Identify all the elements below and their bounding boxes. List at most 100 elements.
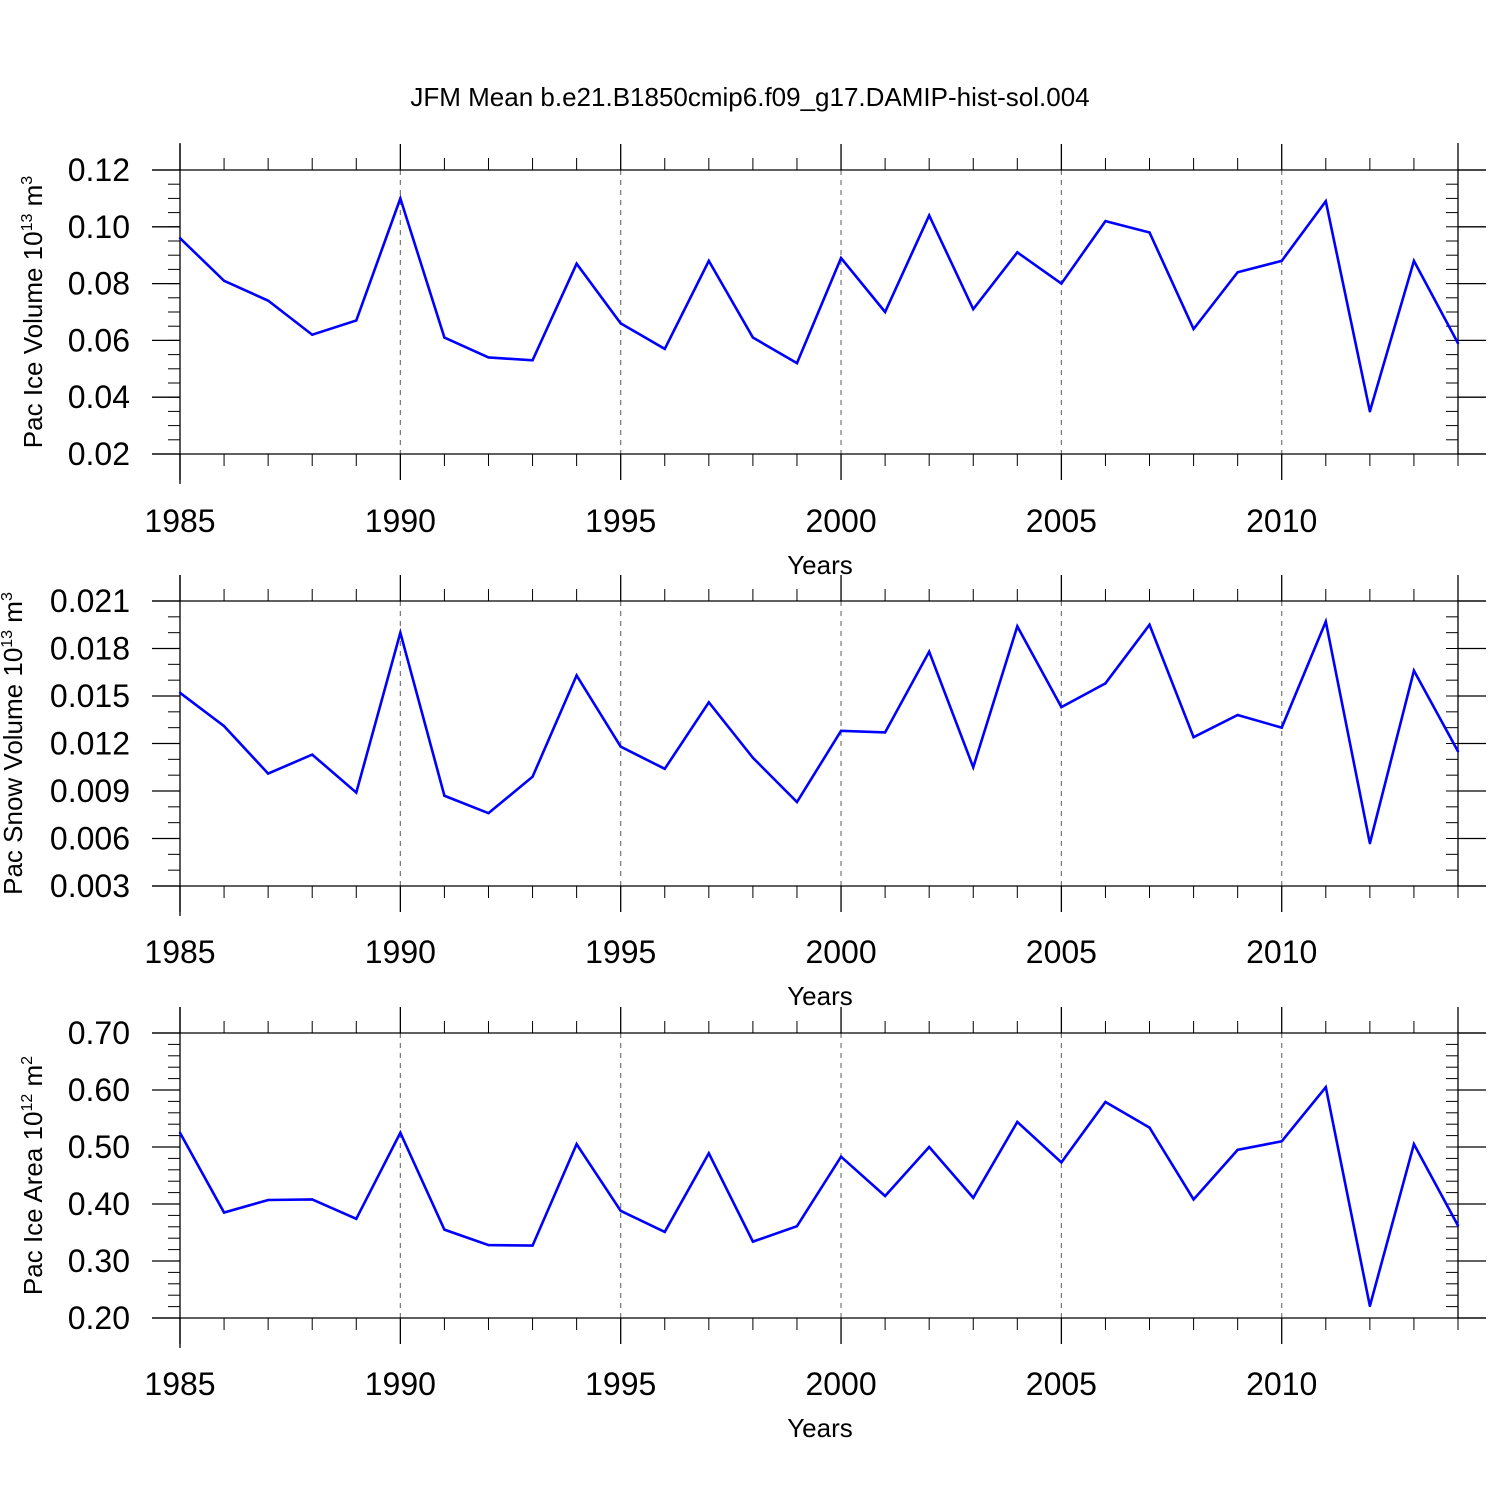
data-point xyxy=(1412,669,1416,672)
data-point xyxy=(575,262,578,265)
data-point xyxy=(1192,327,1195,331)
x-tick-label: 2010 xyxy=(1246,934,1317,970)
x-tick-label: 2000 xyxy=(805,503,876,539)
data-point xyxy=(487,1243,490,1247)
y-tick-label: 0.009 xyxy=(50,773,130,809)
data-point xyxy=(1236,713,1239,717)
data-point xyxy=(1016,251,1019,254)
data-point xyxy=(266,772,270,775)
data-point xyxy=(1148,623,1151,626)
data-point xyxy=(311,753,314,756)
x-tick-label: 1985 xyxy=(144,934,215,970)
data-point xyxy=(311,1198,314,1201)
chart-panel-1: 0.02 0.04 0.06 0.08 0.10 0.12 1985 1990 1995 2000… xyxy=(18,143,1486,580)
data-point xyxy=(1324,1085,1327,1089)
data-point xyxy=(443,336,446,339)
data-point xyxy=(1280,726,1283,729)
data-point xyxy=(178,236,182,240)
data-point xyxy=(972,307,975,311)
data-point xyxy=(663,767,666,771)
x-tick-label: 2005 xyxy=(1026,1366,1097,1402)
data-point xyxy=(1456,1224,1460,1227)
x-tick-label: 1990 xyxy=(365,503,436,539)
data-point xyxy=(575,1142,578,1146)
y-tick-label: 0.021 xyxy=(50,583,130,619)
x-tick-label: 2010 xyxy=(1246,503,1317,539)
chart-panel-2: 0.003 0.006 0.009 0.012 0.015 0.018 0.021 1985 1… xyxy=(0,575,1486,1011)
y-tick-label: 0.003 xyxy=(50,868,130,904)
data-point xyxy=(1324,200,1327,203)
data-point xyxy=(883,731,887,734)
y-tick-label: 0.06 xyxy=(68,322,130,358)
data-point xyxy=(531,359,534,362)
x-tick-label: 2000 xyxy=(805,1366,876,1402)
data-point xyxy=(1324,620,1327,623)
y-tick-label: 0.70 xyxy=(68,1015,130,1051)
data-point xyxy=(222,724,226,728)
data-point xyxy=(927,650,931,653)
data-point xyxy=(443,794,446,797)
data-point xyxy=(1104,1100,1107,1104)
data-point xyxy=(972,1196,975,1199)
data-point xyxy=(839,729,843,733)
data-point xyxy=(619,322,622,325)
data-point xyxy=(1368,842,1372,845)
data-point xyxy=(1104,682,1107,685)
y-tick-label: 0.08 xyxy=(68,266,130,302)
data-point xyxy=(531,1244,534,1247)
x-tick-label: 2010 xyxy=(1246,1366,1317,1402)
x-tick-label: 1995 xyxy=(585,934,656,970)
x-tick-label: 1985 xyxy=(144,503,215,539)
y-tick-label: 0.20 xyxy=(68,1300,130,1336)
data-point xyxy=(1016,1120,1019,1124)
data-point xyxy=(663,347,666,351)
data-point xyxy=(531,775,534,778)
data-point xyxy=(839,1155,843,1158)
data-point xyxy=(222,279,226,282)
x-axis-title: Years xyxy=(787,1413,853,1443)
data-point xyxy=(399,631,402,634)
data-point xyxy=(1368,1304,1372,1308)
data-point xyxy=(1060,282,1063,285)
data-point xyxy=(355,791,358,794)
data-point xyxy=(178,1131,182,1134)
y-tick-label: 0.40 xyxy=(68,1186,130,1222)
data-point xyxy=(355,319,358,322)
data-point xyxy=(487,811,490,815)
data-point xyxy=(707,1152,711,1155)
x-axis-title: Years xyxy=(787,981,853,1011)
x-tick-label: 1990 xyxy=(365,934,436,970)
data-point xyxy=(487,356,490,359)
data-point xyxy=(1456,750,1460,753)
data-point xyxy=(575,674,578,677)
data-point xyxy=(1192,735,1195,739)
y-axis-title: Pac Ice Area 1012 m2 xyxy=(18,1056,48,1295)
data-point xyxy=(1280,259,1283,263)
data-point xyxy=(795,800,799,804)
y-tick-label: 0.12 xyxy=(68,152,130,188)
data-point xyxy=(1280,1140,1283,1143)
x-tick-label: 1995 xyxy=(585,1366,656,1402)
data-point xyxy=(399,197,402,200)
series-line xyxy=(178,1084,1460,1307)
data-point xyxy=(927,1145,931,1149)
y-tick-label: 0.018 xyxy=(50,631,130,667)
data-point xyxy=(1456,342,1460,345)
data-point xyxy=(266,1198,270,1202)
data-point xyxy=(883,1194,887,1198)
data-point xyxy=(1236,271,1239,274)
x-tick-label: 2005 xyxy=(1026,503,1097,539)
data-point xyxy=(443,1228,446,1231)
data-point xyxy=(1412,1142,1416,1146)
data-point xyxy=(311,333,314,336)
x-tick-label: 1985 xyxy=(144,1366,215,1402)
data-point xyxy=(1368,410,1372,413)
x-tick-label: 1990 xyxy=(365,1366,436,1402)
data-point xyxy=(839,256,843,260)
data-point xyxy=(883,310,887,314)
data-point xyxy=(972,766,975,769)
y-tick-label: 0.015 xyxy=(50,678,130,714)
series-line xyxy=(179,194,1460,412)
data-point xyxy=(222,1211,226,1214)
